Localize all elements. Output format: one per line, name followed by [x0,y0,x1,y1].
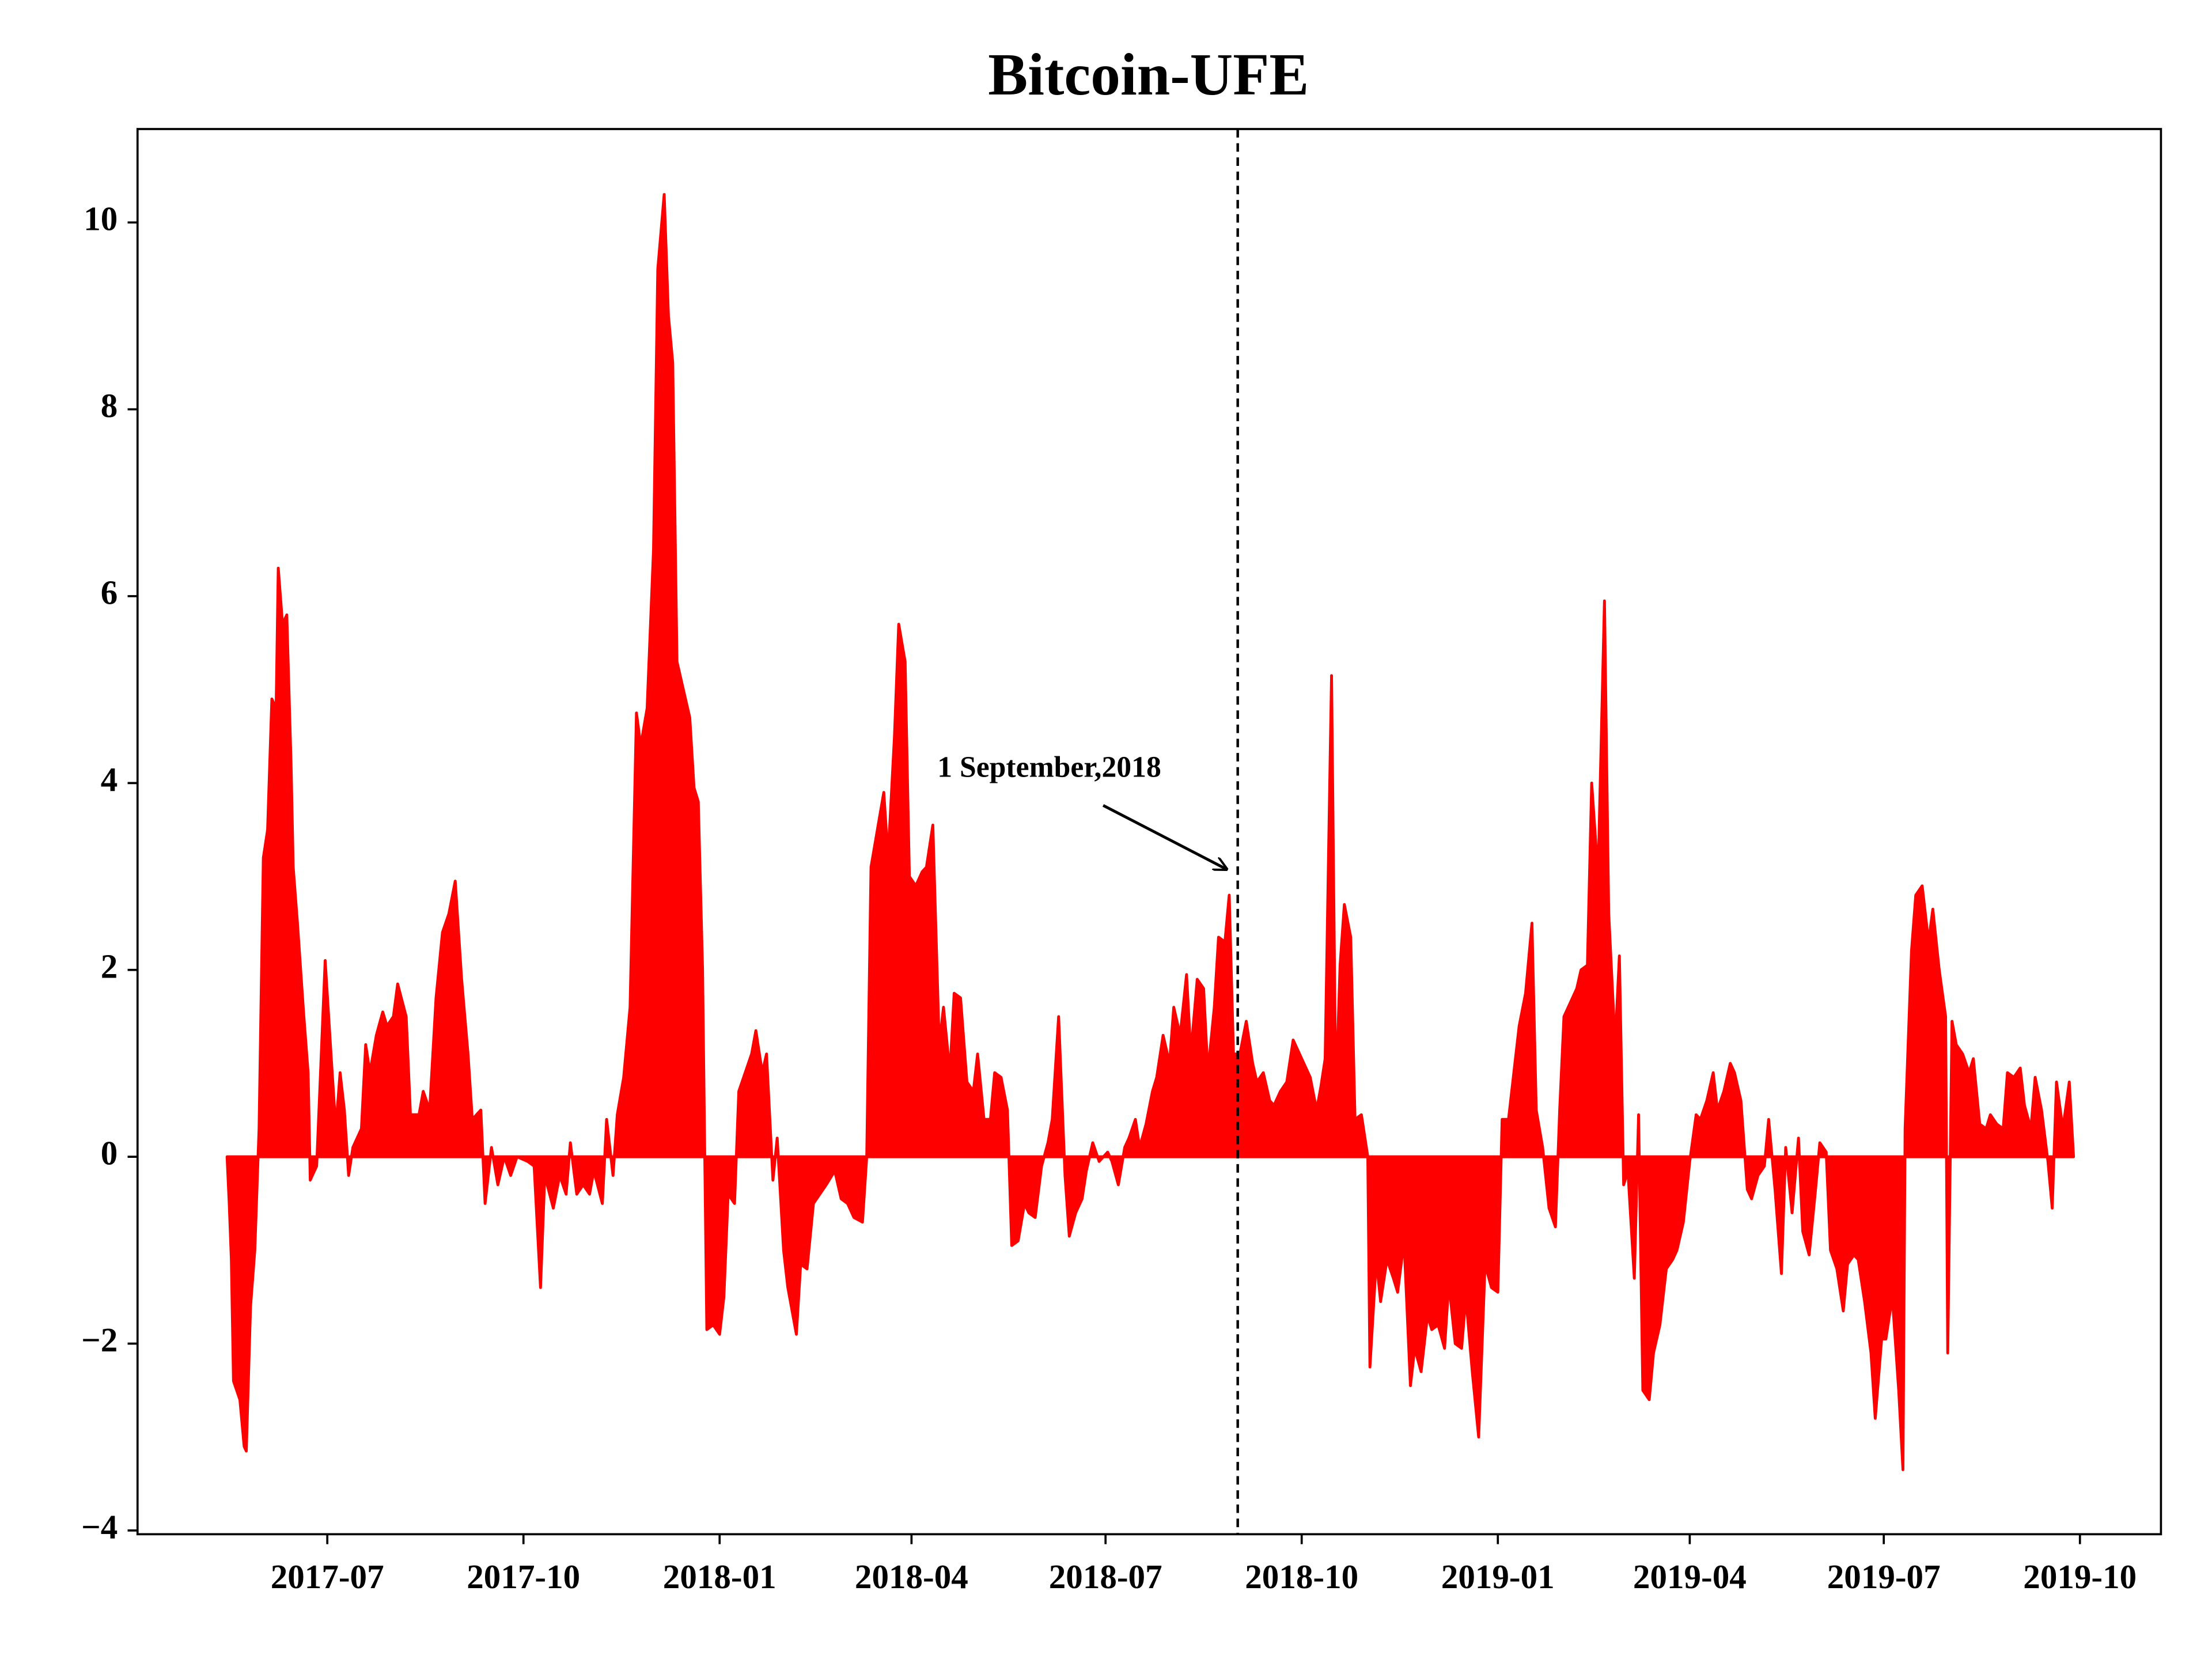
x-tick-label: 2019-10 [2023,1558,2137,1596]
x-tick-label: 2019-01 [1441,1558,1555,1596]
y-tick-label: 2 [101,947,118,985]
y-tick-label: 6 [101,574,118,612]
x-tick-label: 2018-10 [1245,1558,1358,1596]
x-tick-label: 2019-04 [1633,1558,1747,1596]
x-tick-label: 2018-01 [663,1558,777,1596]
x-tick-label: 2019-07 [1827,1558,1941,1596]
x-tick-label: 2017-10 [467,1558,580,1596]
y-tick-label: 10 [84,200,118,238]
y-tick-label: −2 [81,1321,118,1359]
annotation-text: 1 September,2018 [937,751,1161,783]
y-tick-label: 0 [101,1134,118,1172]
y-tick-label: 4 [101,760,118,798]
plot-area [225,129,2075,1535]
area [225,193,2075,1471]
x-tick-label: 2017-07 [271,1558,384,1596]
x-tick-label: 2018-07 [1049,1558,1162,1596]
y-tick-label: 8 [101,387,118,425]
axes-frame [136,128,2162,1536]
annotation-arrow [1102,804,1226,869]
x-tick-label: 2018-04 [855,1558,968,1596]
y-tick-label: −4 [81,1508,118,1546]
chart-title: Bitcoin-UFE [988,42,1309,108]
